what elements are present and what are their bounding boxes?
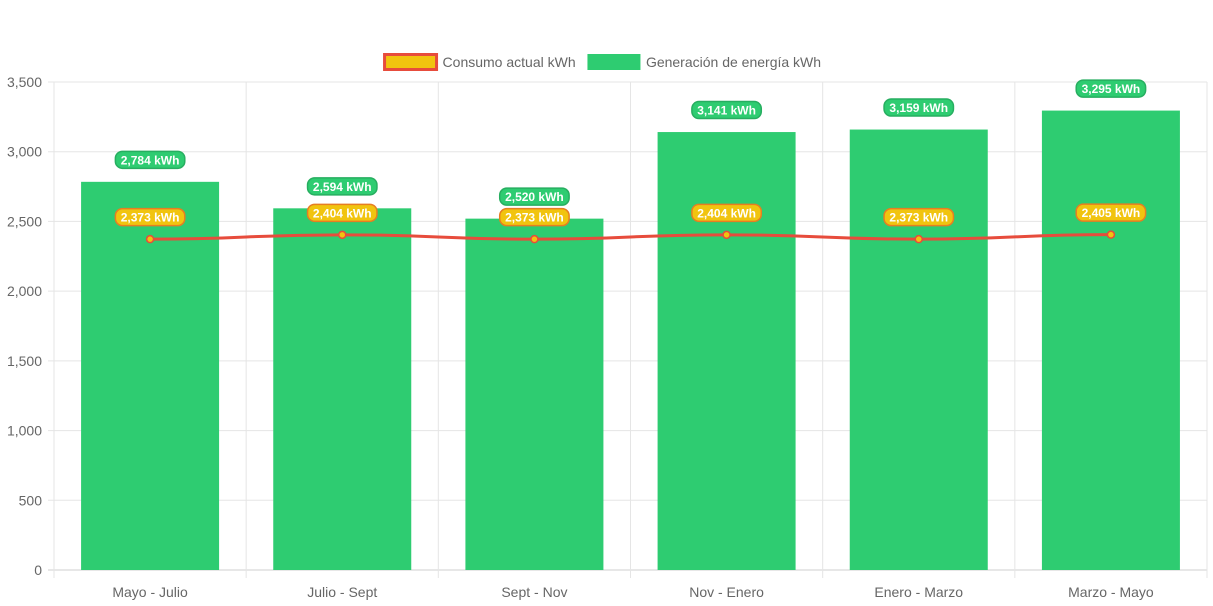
line-series	[145, 230, 1116, 244]
consumption-point[interactable]	[1106, 230, 1116, 239]
axes: 0 500 1,000 1,500 2,000 2,500 3,000 3,500 Mayo -…	[7, 74, 1154, 600]
generation-bar[interactable]	[273, 208, 412, 571]
consumption-point[interactable]	[530, 234, 539, 244]
y-tick-label: 1,000	[7, 423, 42, 439]
consumption-data-label: 2,404 kWh	[306, 203, 378, 223]
svg-text:2,594 kWh: 2,594 kWh	[313, 180, 372, 194]
generation-data-label: 2,520 kWh	[498, 187, 570, 206]
svg-text:2,404 kWh: 2,404 kWh	[697, 206, 756, 220]
svg-text:Generación de energía kWh: Generación de energía kWh	[646, 54, 821, 70]
consumption-data-label: 2,405 kWh	[1075, 203, 1147, 222]
generation-data-label: 3,159 kWh	[883, 98, 955, 117]
consumption-point[interactable]	[722, 230, 731, 240]
y-tick-label: 3,500	[7, 74, 42, 90]
generation-data-label: 2,594 kWh	[306, 177, 378, 196]
consumption-line	[150, 233, 1111, 241]
svg-text:3,159 kWh: 3,159 kWh	[889, 101, 948, 115]
consumption-data-label: 2,404 kWh	[691, 203, 763, 223]
y-tick-label: 2,000	[7, 283, 42, 299]
consumption-point[interactable]	[338, 230, 347, 240]
x-tick-label: Marzo - Mayo	[1068, 584, 1154, 600]
grid	[48, 81, 1208, 578]
svg-text:2,373 kWh: 2,373 kWh	[505, 211, 564, 225]
svg-text:2,373 kWh: 2,373 kWh	[121, 211, 180, 225]
svg-text:2,520 kWh: 2,520 kWh	[505, 190, 564, 204]
svg-text:3,141 kWh: 3,141 kWh	[697, 104, 756, 118]
consumption-data-label: 2,373 kWh	[498, 207, 570, 227]
y-tick-label: 0	[34, 562, 42, 578]
generation-data-label: 3,295 kWh	[1075, 79, 1147, 98]
data-labels: 2,784 kWh 2,594 kWh 2,520 kWh 3,141 kWh 3,15…	[114, 79, 1147, 227]
bar-series	[81, 110, 1180, 571]
consumption-point[interactable]	[145, 234, 155, 244]
y-tick-label: 1,500	[7, 353, 42, 369]
svg-text:2,373 kWh: 2,373 kWh	[889, 211, 948, 225]
y-tick-label: 500	[19, 492, 43, 508]
legend-item-consumption[interactable]: Consumo actual kWh	[383, 53, 576, 71]
svg-text:Consumo actual kWh: Consumo actual kWh	[443, 54, 576, 70]
svg-text:2,405 kWh: 2,405 kWh	[1082, 206, 1141, 220]
y-tick-label: 3,000	[7, 144, 42, 160]
x-tick-label: Enero - Marzo	[874, 584, 963, 600]
legend: Consumo actual kWh Generación de energía …	[383, 53, 821, 71]
consumption-data-label: 2,373 kWh	[114, 207, 186, 227]
legend-item-generation[interactable]: Generación de energía kWh	[587, 54, 821, 70]
x-tick-label: Sept - Nov	[501, 584, 567, 600]
x-tick-label: Mayo - Julio	[112, 584, 188, 600]
consumption-data-label: 2,373 kWh	[883, 207, 955, 227]
x-tick-label: Nov - Enero	[689, 584, 764, 600]
generation-data-label: 2,784 kWh	[114, 150, 186, 170]
consumption-point[interactable]	[914, 234, 923, 244]
x-tick-label: Julio - Sept	[307, 584, 377, 600]
generation-bar[interactable]	[1041, 110, 1180, 570]
generation-data-label: 3,141 kWh	[691, 100, 763, 120]
svg-text:3,295 kWh: 3,295 kWh	[1082, 82, 1141, 96]
generation-bar[interactable]	[81, 181, 220, 570]
generation-bar[interactable]	[465, 218, 604, 570]
svg-text:2,404 kWh: 2,404 kWh	[313, 206, 372, 220]
svg-text:2,784 kWh: 2,784 kWh	[121, 153, 180, 167]
generation-bar[interactable]	[849, 129, 988, 570]
generation-bar[interactable]	[657, 132, 796, 570]
y-tick-label: 2,500	[7, 213, 42, 229]
